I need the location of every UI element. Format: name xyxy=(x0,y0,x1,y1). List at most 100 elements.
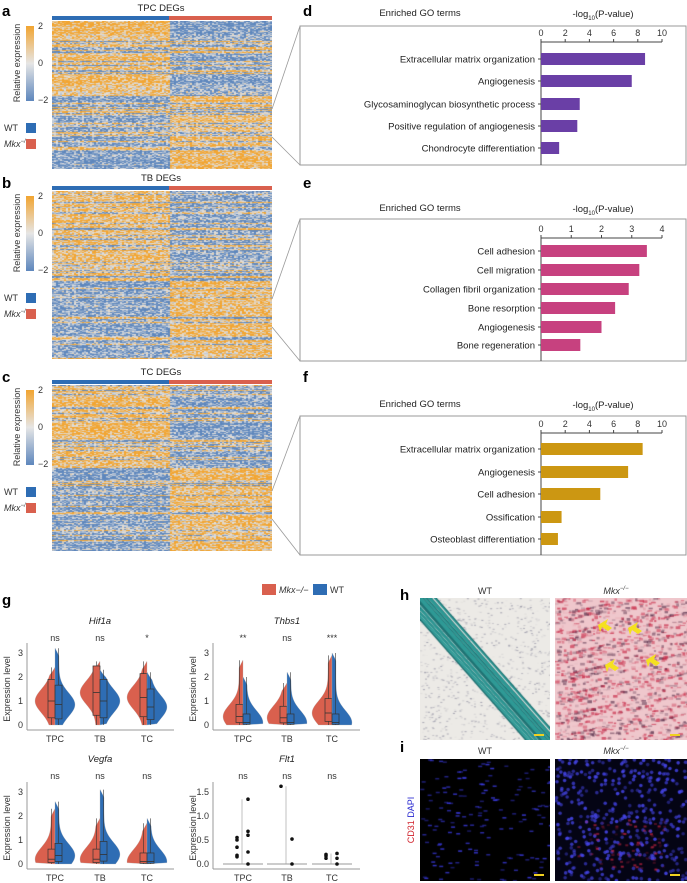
chart-frame xyxy=(299,218,687,362)
box-mkx xyxy=(324,698,333,722)
significance-label: *** xyxy=(327,633,338,643)
x-axis-label-sub: 10 xyxy=(588,211,595,217)
box-mkx xyxy=(47,679,56,719)
colorbar-tick: 2 xyxy=(38,385,43,395)
legend-wt-swatch xyxy=(26,487,36,497)
chart-title: Enriched GO terms xyxy=(379,8,461,19)
x-tick-label: TC xyxy=(141,873,153,883)
colorbar-label: Relative expression xyxy=(12,194,22,273)
x-axis-label: -log10(P-value) xyxy=(572,204,633,217)
group-bar-mkx xyxy=(169,16,272,20)
colorbar-tick: −2 xyxy=(38,95,48,105)
heatmap-title-tc: TC DEGs xyxy=(141,367,182,378)
legend-mkx-swatch xyxy=(262,584,276,595)
x-axis-label-rest: (P-value) xyxy=(595,9,634,20)
bar xyxy=(541,488,601,500)
category-label: Angiogenesis xyxy=(478,468,535,479)
micrograph-label-wt: WT xyxy=(478,586,492,596)
legend-wt-swatch xyxy=(26,293,36,303)
y-tick-label: 1 xyxy=(18,835,23,845)
outlier-point-wt xyxy=(335,862,339,866)
box-mkx xyxy=(235,704,244,723)
micrograph-label-mkx: Mkx−/− xyxy=(603,586,629,596)
y-tick-label: 1.5 xyxy=(196,787,209,797)
category-label: Osteoblast differentiation xyxy=(430,535,535,546)
x-tick-label: 1 xyxy=(569,224,574,234)
category-label: Extracellular matrix organization xyxy=(400,445,535,456)
significance-label: * xyxy=(145,633,149,643)
x-tick-label: TPC xyxy=(46,873,65,883)
x-axis-label: -log10(P-value) xyxy=(572,9,633,22)
y-tick-label: 3 xyxy=(18,787,23,797)
heatmap-tc xyxy=(52,385,272,551)
label-superscript: −/− xyxy=(620,746,629,752)
legend-mkx-swatch xyxy=(26,309,36,319)
y-tick-label: 0 xyxy=(18,720,23,730)
scale-bar xyxy=(670,874,680,876)
y-tick-label: 3 xyxy=(18,648,23,658)
box-wt xyxy=(146,852,155,864)
bar xyxy=(541,466,629,478)
legend-mkx-swatch xyxy=(26,503,36,513)
legend-wt-swatch xyxy=(26,123,36,133)
violin-wt xyxy=(331,652,353,726)
violin-plot-hif1a: Hif1a Expression level 0 1 2 3 TPC ns TB ns TC * xyxy=(2,616,174,744)
legend-wt-label: WT xyxy=(4,123,18,133)
category-label: Bone resorption xyxy=(468,304,535,315)
bar xyxy=(541,142,560,154)
bar xyxy=(541,533,558,545)
bar xyxy=(541,339,581,351)
significance-label: ns xyxy=(142,771,152,781)
chart-title: Enriched GO terms xyxy=(379,399,461,410)
legend-mkx-label: Mkx−/− xyxy=(4,309,30,319)
y-tick-label: 1 xyxy=(204,696,209,706)
connector-line xyxy=(271,326,301,362)
panel-letter-h: h xyxy=(400,587,409,604)
colorbar xyxy=(26,196,34,271)
x-tick-label: 4 xyxy=(587,28,592,38)
micrograph-label-mkx: Mkx−/− xyxy=(603,746,629,756)
micrograph-label-wt: WT xyxy=(478,746,492,756)
x-tick-label: 0 xyxy=(538,224,543,234)
group-bar-wt xyxy=(52,16,169,20)
panel-letter-f: f xyxy=(303,369,309,386)
stain-dapi: DAPI xyxy=(406,797,416,818)
panel-letter-a: a xyxy=(2,3,11,20)
bar xyxy=(541,245,647,257)
x-tick-label: 8 xyxy=(635,28,640,38)
group-bar-mkx xyxy=(169,186,272,190)
outlier-point-mkx xyxy=(324,856,328,861)
colorbar-label: Relative expression xyxy=(12,24,22,103)
x-tick-label: 0 xyxy=(538,419,543,429)
category-label: Positive regulation of angiogenesis xyxy=(388,122,535,133)
violin-plot-thbs1: Thbs1 Expression level 0 1 2 3 TPC ** TB ns TC *** xyxy=(188,616,360,744)
y-tick-label: 3 xyxy=(204,648,209,658)
box-wt xyxy=(331,713,340,725)
x-tick-label: 10 xyxy=(657,419,667,429)
category-label: Collagen fibril organization xyxy=(423,285,535,296)
legend-mkx-superscript: −/− xyxy=(21,309,30,315)
x-tick-label: 2 xyxy=(599,224,604,234)
category-label: Glycosaminoglycan biosynthetic process xyxy=(364,100,535,111)
stain-cd31: CD31 xyxy=(406,818,416,844)
chart-frame xyxy=(299,415,687,556)
x-tick-label: 0 xyxy=(538,28,543,38)
legend-wt-label: WT xyxy=(330,585,344,595)
outlier-point-mkx xyxy=(235,845,239,849)
x-tick-label: TB xyxy=(94,734,106,744)
x-axis-label-rest: (P-value) xyxy=(595,400,634,411)
x-tick-label: TB xyxy=(281,873,293,883)
heatmap-title-tb: TB DEGs xyxy=(141,173,181,184)
x-tick-label: TPC xyxy=(46,734,65,744)
arrow-icon xyxy=(628,622,642,635)
micrograph-h-mkx xyxy=(555,598,687,740)
y-axis-label: Expression level xyxy=(188,656,198,722)
outlier-point-mkx xyxy=(235,838,239,842)
panel-letter-g: g xyxy=(2,592,11,609)
violin-wt xyxy=(286,672,308,726)
chart-frame xyxy=(299,25,687,166)
bar xyxy=(541,321,602,333)
legend-mkx-swatch xyxy=(26,139,36,149)
violin-wt xyxy=(242,676,264,726)
